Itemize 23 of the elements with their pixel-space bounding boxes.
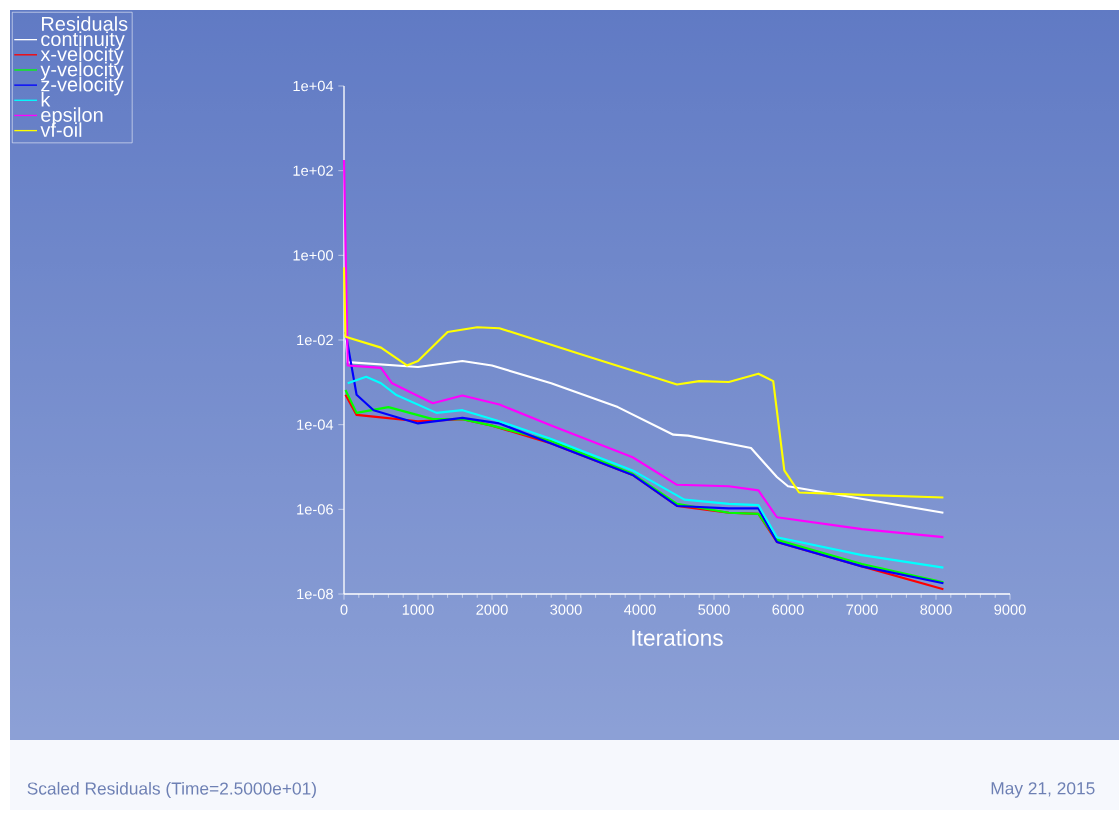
x-tick-label: 5000 [698,604,730,615]
x-tick-label: 2000 [476,604,508,615]
y-tick-label: 1e+04 [293,80,334,92]
y-tick-label: 1e-02 [297,334,333,346]
x-tick-label: 1000 [402,604,434,615]
line-series [342,158,945,539]
y-tick-label: 1e+02 [293,165,333,176]
y-tick-label: 1e+00 [293,250,334,261]
text: Scaled Residuals (Time=2.5000e+01) [27,781,316,799]
y-tick-label: 1e-06 [297,504,333,515]
x-tick-label: 4000 [624,604,656,615]
x-axis-title: Iterations [632,629,723,646]
line-series [342,266,945,499]
x-tick-label: 6000 [772,604,804,615]
legend-title: Residuals [41,16,128,31]
x-tick-label: 8000 [920,604,952,615]
x-tick-label: 9000 [994,604,1026,615]
x-tick-label: 0 [340,604,348,615]
x-tick-label: 3000 [550,604,582,615]
y-tick-label: 1e-04 [297,419,334,430]
text: May 21, 2015 [991,782,1095,798]
y-tick-label: 1e-08 [297,588,333,600]
x-tick-label: 7000 [846,604,878,615]
